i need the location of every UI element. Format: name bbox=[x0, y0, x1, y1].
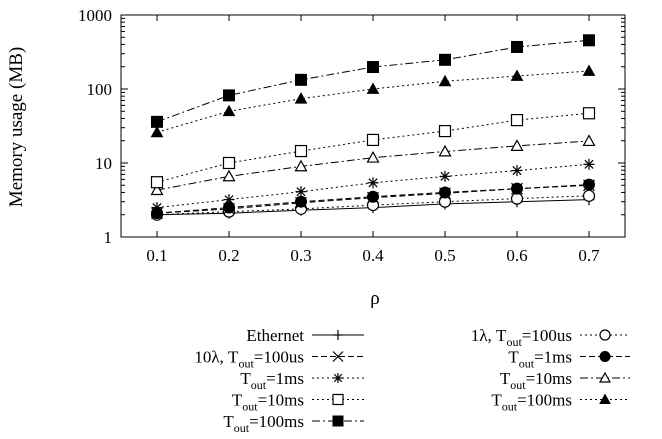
data-point-s5-6 bbox=[584, 136, 595, 146]
x-axis-label: ρ bbox=[370, 288, 379, 309]
data-point-s6-5 bbox=[512, 115, 523, 126]
y-axis-label: Memory usage (MB) bbox=[6, 47, 27, 207]
data-point-s7-1 bbox=[224, 106, 235, 116]
data-point-s3-2 bbox=[296, 196, 307, 207]
legend-label: 1λ, Tout=100us bbox=[471, 326, 572, 349]
data-point-s4-6 bbox=[584, 159, 595, 170]
legend-sample-marker bbox=[600, 352, 610, 362]
data-point-s3-6 bbox=[584, 179, 595, 190]
data-point-s8-0 bbox=[152, 116, 163, 127]
data-point-s6-3 bbox=[368, 134, 379, 145]
data-point-s5-3 bbox=[368, 152, 379, 162]
x-tick-label: 0.4 bbox=[362, 246, 384, 265]
y-tick-label: 1 bbox=[104, 228, 113, 247]
legend-label: Tout=1ms bbox=[240, 369, 304, 392]
data-point-s8-2 bbox=[296, 74, 307, 85]
legend-label: 10λ, Tout=100us bbox=[194, 348, 304, 371]
series-line-6 bbox=[157, 113, 589, 182]
series-line-8 bbox=[157, 40, 589, 122]
x-tick-label: 0.1 bbox=[146, 246, 167, 265]
data-point-s6-0 bbox=[152, 177, 163, 188]
legend-sample-marker bbox=[333, 373, 343, 383]
data-point-s7-6 bbox=[584, 66, 595, 76]
data-point-s3-4 bbox=[440, 187, 451, 198]
data-point-s3-5 bbox=[512, 183, 523, 194]
data-point-s6-1 bbox=[224, 158, 235, 169]
y-tick-label: 100 bbox=[87, 80, 113, 99]
data-point-s4-3 bbox=[368, 177, 379, 188]
data-point-s8-3 bbox=[368, 62, 379, 73]
data-point-s4-0 bbox=[152, 202, 163, 213]
legend-item-left-0: Ethernet bbox=[246, 326, 364, 345]
series-markers bbox=[152, 35, 595, 220]
data-point-s6-2 bbox=[296, 146, 307, 157]
legend-item-left-1: 10λ, Tout=100us bbox=[194, 348, 364, 371]
x-tick-label: 0.3 bbox=[290, 246, 311, 265]
data-point-s4-4 bbox=[440, 171, 451, 182]
legend-item-right-0: 1λ, Tout=100us bbox=[471, 326, 630, 349]
data-point-s4-5 bbox=[512, 165, 523, 176]
legend-item-right-2: Tout=10ms bbox=[500, 369, 630, 392]
data-point-s7-5 bbox=[512, 70, 523, 80]
data-point-s4-2 bbox=[296, 186, 307, 197]
data-point-s7-4 bbox=[440, 76, 451, 86]
data-point-s3-3 bbox=[368, 191, 379, 202]
x-tick-label: 0.6 bbox=[506, 246, 527, 265]
legend-sample-marker bbox=[333, 416, 343, 426]
data-point-s1-6 bbox=[584, 190, 595, 201]
legend-label: Tout=100ms bbox=[491, 391, 572, 414]
data-point-s6-6 bbox=[584, 108, 595, 119]
legend-sample-marker bbox=[600, 330, 610, 340]
legend-item-left-2: Tout=1ms bbox=[240, 369, 364, 392]
data-point-s4-1 bbox=[224, 194, 235, 205]
legend-item-left-4: Tout=100ms bbox=[223, 412, 364, 435]
data-point-s8-4 bbox=[440, 54, 451, 65]
x-tick-label: 0.5 bbox=[434, 246, 455, 265]
legend-item-right-1: Tout=1ms bbox=[508, 348, 630, 371]
y-tick-label: 10 bbox=[95, 154, 112, 173]
legend-label: Ethernet bbox=[246, 326, 304, 345]
legend-item-left-3: Tout=10ms bbox=[232, 391, 364, 414]
data-point-s5-1 bbox=[224, 171, 235, 181]
legend-label: Tout=1ms bbox=[508, 348, 572, 371]
legend-sample-marker bbox=[333, 330, 343, 340]
data-point-s5-5 bbox=[512, 140, 523, 150]
x-tick-label: 0.7 bbox=[578, 246, 600, 265]
data-point-s7-3 bbox=[368, 84, 379, 94]
data-point-s6-4 bbox=[440, 126, 451, 137]
legend-label: Tout=100ms bbox=[223, 412, 304, 435]
legend-label: Tout=10ms bbox=[500, 369, 572, 392]
series-line-7 bbox=[157, 71, 589, 132]
x-tick-label: 0.2 bbox=[218, 246, 239, 265]
data-point-s8-1 bbox=[224, 90, 235, 101]
legend-item-right-3: Tout=100ms bbox=[491, 391, 630, 414]
legend-label: Tout=10ms bbox=[232, 391, 304, 414]
data-point-s8-6 bbox=[584, 35, 595, 46]
y-tick-label: 1000 bbox=[78, 6, 112, 25]
data-point-s1-5 bbox=[512, 193, 523, 204]
data-point-s7-0 bbox=[152, 127, 163, 137]
legend-sample-marker bbox=[333, 395, 343, 405]
data-point-s8-5 bbox=[512, 41, 523, 52]
